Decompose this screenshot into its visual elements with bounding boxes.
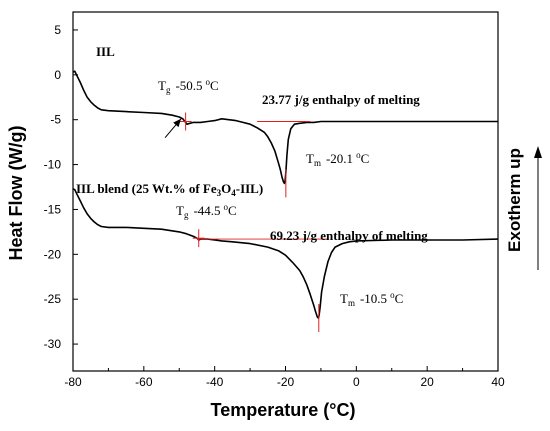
y-tick-label: -20 <box>44 247 62 261</box>
x-tick-label: -60 <box>135 375 153 389</box>
tg1-annotation: Tg -50.5 oC <box>158 77 219 95</box>
x-tick-label: -80 <box>64 375 82 389</box>
exotherm-arrow-head <box>534 146 542 158</box>
tg2-annotation: Tg -44.5 oC <box>176 202 237 220</box>
y-tick-label: -5 <box>50 113 61 127</box>
x-tick-label: -20 <box>277 375 295 389</box>
y-tick-label: -30 <box>44 337 62 351</box>
x-tick-label: 0 <box>353 375 360 389</box>
tg-arrow-head <box>173 118 182 128</box>
y-axis-title: Heat Flow (W/g) <box>6 126 26 261</box>
enthalpy2-annotation: 69.23 j/g enthalpy of melting <box>270 228 428 243</box>
series-line-1 <box>72 70 498 185</box>
x-tick-label: 20 <box>420 375 434 389</box>
y-tick-label: 5 <box>54 23 61 37</box>
x-tick-label: -40 <box>206 375 224 389</box>
tm2-annotation: Tm -10.5 oC <box>340 290 403 308</box>
y-tick-label: -10 <box>44 158 62 172</box>
enthalpy1-annotation: 23.77 j/g enthalpy of melting <box>262 92 420 107</box>
y-tick-label: -25 <box>44 292 62 306</box>
exotherm-label: Exotherm up <box>505 148 524 252</box>
series2-label: IIL blend (25 Wt.% of Fe3O4-IIL) <box>76 181 263 198</box>
tm1-annotation: Tm -20.1 oC <box>306 150 369 168</box>
y-tick-label: -15 <box>44 202 62 216</box>
x-tick-label: 40 <box>491 375 505 389</box>
series-line-2 <box>72 188 499 319</box>
series1-label: IIL <box>96 44 115 59</box>
y-tick-label: 0 <box>54 68 61 82</box>
x-axis-title: Temperature (°C) <box>211 400 356 420</box>
